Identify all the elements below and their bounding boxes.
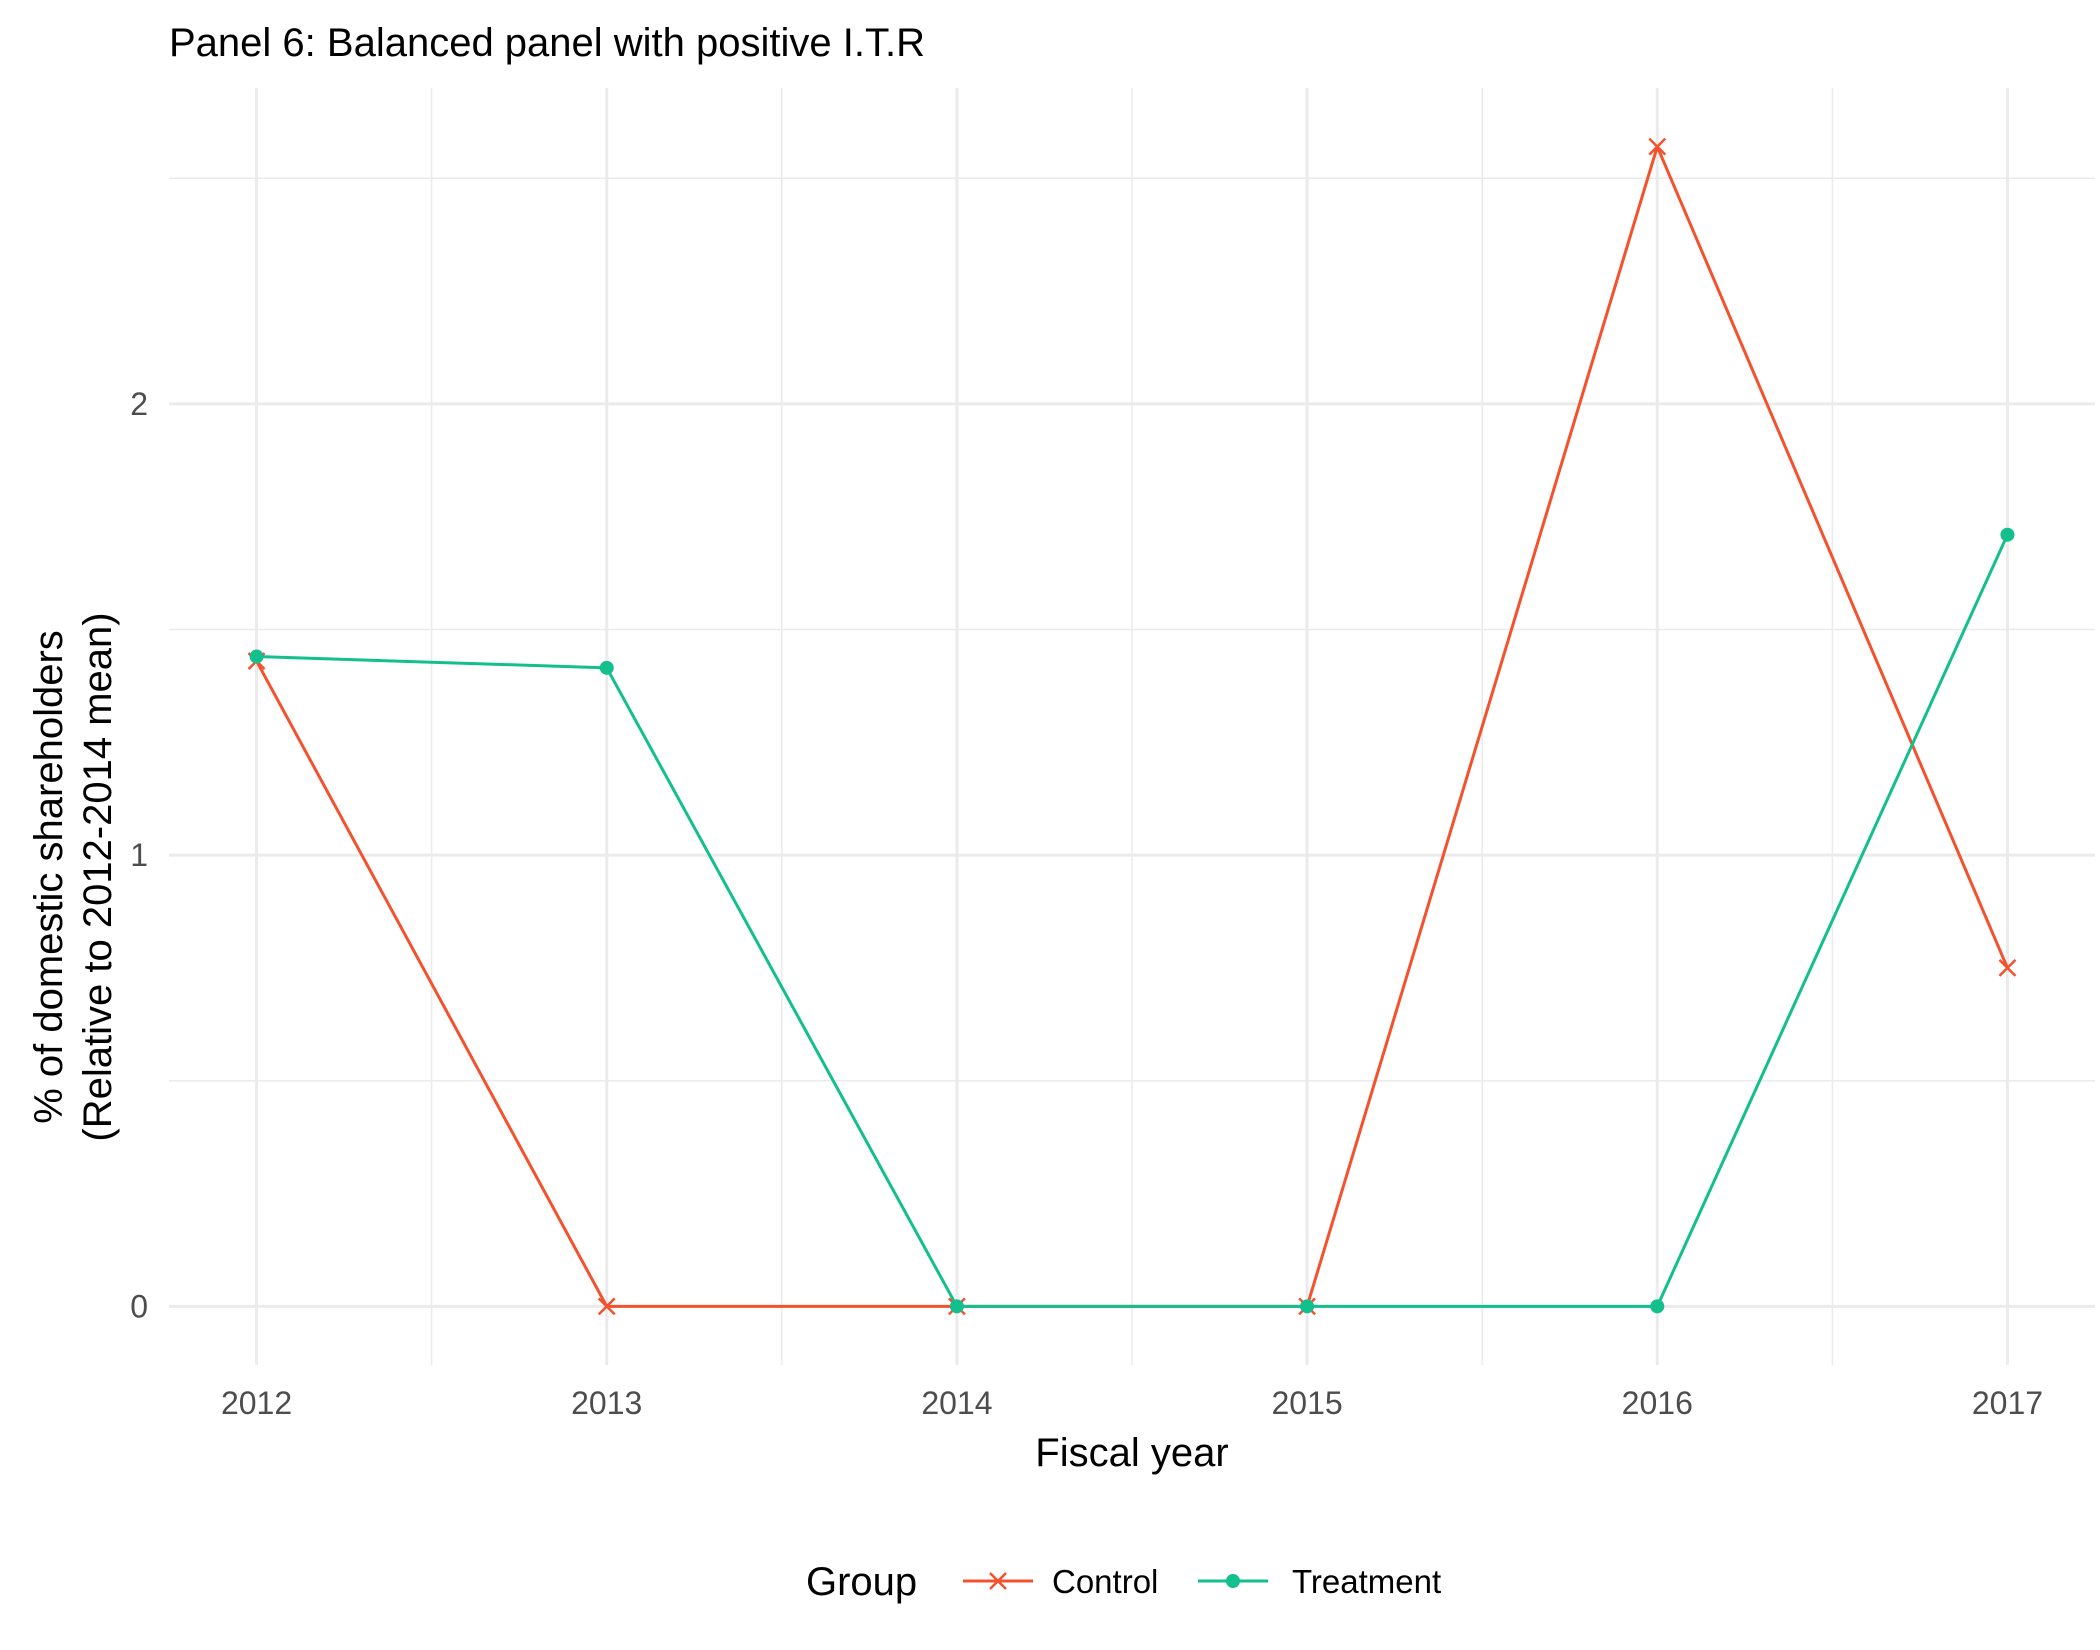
y-axis-tick-labels: 0 1 2 <box>130 386 148 1324</box>
x-tick-label: 2014 <box>921 1385 992 1421</box>
y-tick-label: 0 <box>130 1288 148 1324</box>
x-tick-label: 2015 <box>1271 1385 1342 1421</box>
x-tick-label: 2012 <box>221 1385 292 1421</box>
control-point <box>1648 137 1667 156</box>
x-tick-label: 2017 <box>1972 1385 2043 1421</box>
legend-label-control: Control <box>1052 1563 1158 1600</box>
x-axis-title: Fiscal year <box>1035 1431 1228 1475</box>
legend-label-treatment: Treatment <box>1292 1563 1441 1600</box>
legend: Group Control Treatment <box>806 1560 1441 1604</box>
major-gridlines <box>169 88 2095 1365</box>
x-tick-label: 2016 <box>1622 1385 1693 1421</box>
y-tick-label: 2 <box>130 386 148 422</box>
series-layer <box>247 137 2017 1316</box>
legend-item-treatment: Treatment <box>1198 1563 1441 1600</box>
treatment-point <box>2000 527 2015 542</box>
y-axis-title-line1: % of domestic shareholders <box>27 630 71 1124</box>
x-tick-label: 2013 <box>571 1385 642 1421</box>
treatment-point <box>1650 1299 1665 1314</box>
treatment-point <box>249 649 264 664</box>
treatment-series-line <box>256 534 2009 1308</box>
x-axis-tick-labels: 2012 2013 2014 2015 2016 2017 <box>221 1385 2043 1421</box>
minor-gridlines <box>169 88 2095 1365</box>
y-axis-title-line2: (Relative to 2012-2014 mean) <box>76 612 120 1141</box>
legend-title: Group <box>806 1560 917 1604</box>
legend-treatment-dot-marker-icon <box>1226 1574 1240 1588</box>
legend-item-control: Control <box>963 1563 1158 1600</box>
treatment-point <box>599 660 614 675</box>
control-point <box>1998 959 2017 977</box>
y-tick-label: 1 <box>130 837 148 873</box>
treatment-point <box>1300 1299 1315 1314</box>
treatment-point <box>949 1299 964 1314</box>
chart-title: Panel 6: Balanced panel with positive I.… <box>169 21 925 65</box>
legend-control-x-marker-icon <box>989 1572 1007 1590</box>
control-point <box>597 1297 616 1316</box>
